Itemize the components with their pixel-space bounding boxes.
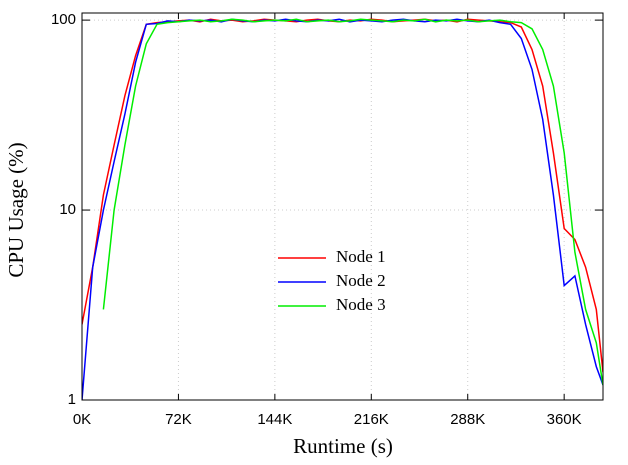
legend-label: Node 2: [336, 271, 386, 290]
y-tick-label: 1: [68, 391, 76, 408]
y-tick-label: 10: [59, 201, 76, 218]
x-tick-label: 72K: [165, 411, 192, 428]
x-tick-label: 360K: [547, 411, 582, 428]
x-tick-label: 216K: [354, 411, 389, 428]
y-axis-title: CPU Usage (%): [4, 142, 28, 277]
legend-label: Node 3: [336, 295, 386, 314]
x-axis-title: Runtime (s): [293, 434, 393, 458]
x-tick-label: 0K: [73, 411, 91, 428]
data-line: [82, 18, 603, 373]
plot-frame: [81, 12, 604, 401]
data-line: [82, 18, 603, 400]
x-tick-label: 144K: [257, 411, 292, 428]
legend-label: Node 1: [336, 247, 386, 266]
y-tick-label: 100: [51, 11, 76, 28]
data-line: [102, 18, 603, 386]
x-tick-label: 288K: [450, 411, 485, 428]
